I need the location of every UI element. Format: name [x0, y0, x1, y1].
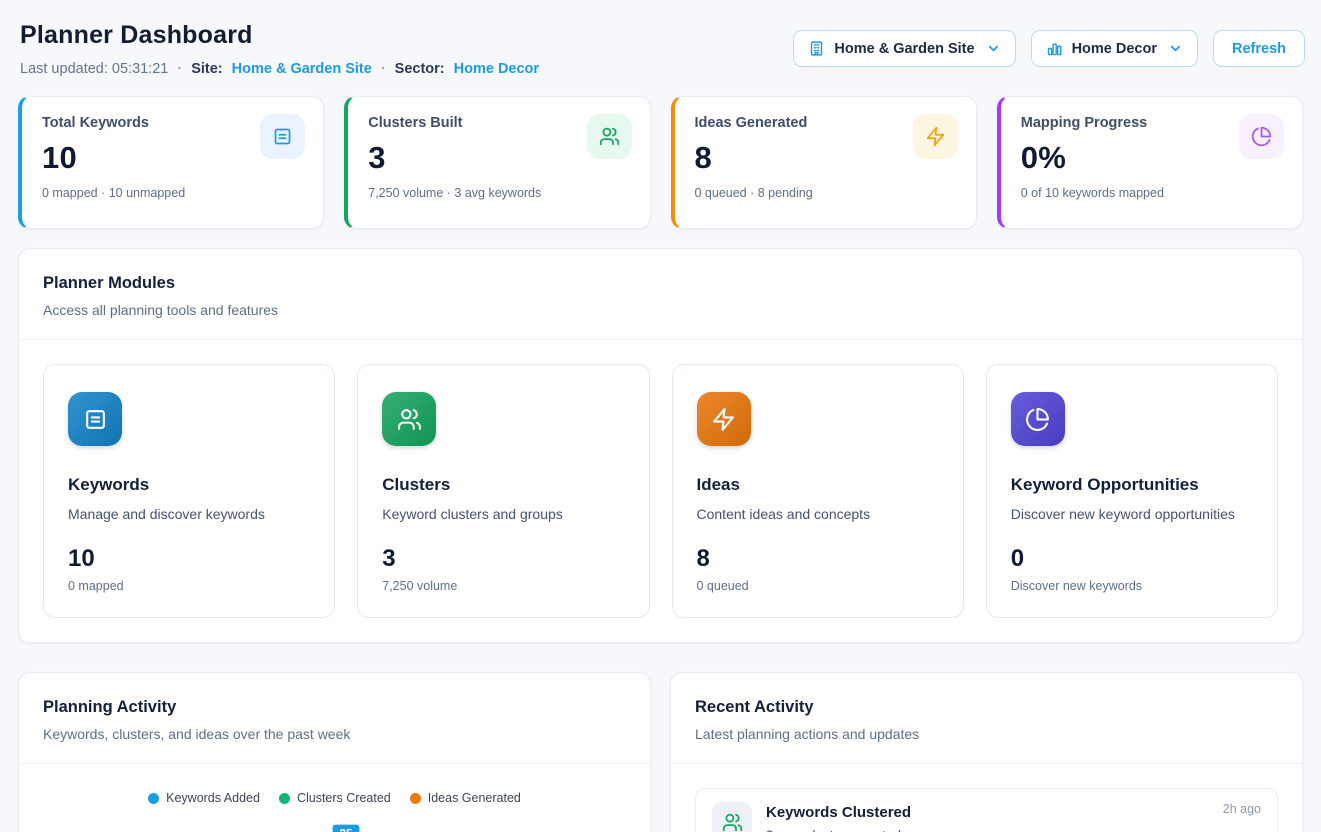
panel-subtitle: Access all planning tools and features [43, 302, 1278, 318]
bar-chart-icon [1046, 40, 1063, 57]
page-title: Planner Dashboard [20, 21, 539, 50]
modules-grid: Keywords Manage and discover keywords 10… [19, 340, 1302, 642]
data-label-badge: 25 [332, 824, 360, 832]
planner-modules-header: Planner Modules Access all planning tool… [19, 249, 1302, 339]
legend-label: Clusters Created [297, 791, 391, 805]
module-detail: 7,250 volume [382, 579, 624, 593]
module-card-keyword-opportunities[interactable]: Keyword Opportunities Discover new keywo… [986, 364, 1278, 618]
activity-item-keywords-clustered: Keywords Clustered 2h ago 3 new clusters… [695, 788, 1278, 832]
module-description: Content ideas and concepts [697, 506, 939, 522]
legend-item-keywords-added: Keywords Added [148, 791, 260, 805]
module-value: 8 [697, 545, 939, 573]
stat-card-mapping-progress: Mapping Progress 0% 0 of 10 keywords map… [997, 96, 1303, 229]
module-value: 3 [382, 545, 624, 573]
panel-title: Planning Activity [43, 698, 626, 717]
module-detail: 0 queued [697, 579, 939, 593]
module-card-keywords[interactable]: Keywords Manage and discover keywords 10… [43, 364, 335, 618]
last-updated-text: Last updated: 05:31:21 [20, 61, 168, 77]
stat-detail: 0 queued · 8 pending [695, 186, 956, 200]
users-icon [712, 802, 752, 832]
divider [19, 763, 650, 764]
document-icon [68, 392, 122, 446]
stat-card-clusters-built: Clusters Built 3 7,250 volume · 3 avg ke… [344, 96, 650, 229]
meta-separator: · [381, 61, 386, 77]
module-detail: 0 mapped [68, 579, 310, 593]
pie-chart-icon [1239, 114, 1284, 159]
site-link[interactable]: Home & Garden Site [232, 61, 372, 77]
module-description: Discover new keyword opportunities [1011, 506, 1253, 522]
module-title: Keywords [68, 475, 310, 495]
stat-detail: 0 of 10 keywords mapped [1021, 186, 1282, 200]
module-detail: Discover new keywords [1011, 579, 1253, 593]
users-icon [382, 392, 436, 446]
sector-selector-dropdown[interactable]: Home Decor [1031, 30, 1198, 67]
meta-separator: · [177, 61, 182, 77]
activity-timestamp: 2h ago [1223, 802, 1261, 816]
planning-activity-chart: 25 25 24 [19, 813, 650, 832]
stat-detail: 7,250 volume · 3 avg keywords [368, 186, 629, 200]
data-label-text: 25 [339, 827, 353, 832]
planning-activity-panel: Planning Activity Keywords, clusters, an… [18, 672, 651, 832]
stat-card-total-keywords: Total Keywords 10 0 mapped · 10 unmapped [18, 96, 324, 229]
module-title: Ideas [697, 475, 939, 495]
activity-title: Keywords Clustered [766, 804, 911, 821]
legend-dot [148, 793, 159, 804]
chevron-down-icon [986, 41, 1001, 56]
activity-item-body: Keywords Clustered 2h ago 3 new clusters… [766, 802, 1261, 832]
stat-detail: 0 mapped · 10 unmapped [42, 186, 303, 200]
panel-title: Recent Activity [695, 698, 1278, 717]
legend-item-ideas-generated: Ideas Generated [410, 791, 521, 805]
page-header: Planner Dashboard Last updated: 05:31:21… [0, 0, 1321, 77]
legend-dot [279, 793, 290, 804]
chart-legend: Keywords Added Clusters Created Ideas Ge… [19, 791, 650, 805]
recent-activity-header: Recent Activity Latest planning actions … [671, 673, 1302, 763]
header-left: Planner Dashboard Last updated: 05:31:21… [20, 21, 539, 77]
panel-subtitle: Latest planning actions and updates [695, 726, 1278, 742]
site-selector-label: Home & Garden Site [834, 41, 974, 57]
legend-item-clusters-created: Clusters Created [279, 791, 391, 805]
module-description: Keyword clusters and groups [382, 506, 624, 522]
activity-description: 3 new clusters created [766, 828, 1261, 832]
chevron-down-icon [1168, 41, 1183, 56]
bottom-row: Planning Activity Keywords, clusters, an… [18, 672, 1303, 832]
sector-label: Sector: [395, 61, 445, 77]
header-meta: Last updated: 05:31:21 · Site: Home & Ga… [20, 61, 539, 77]
divider [671, 763, 1302, 764]
stat-card-ideas-generated: Ideas Generated 8 0 queued · 8 pending [671, 96, 977, 229]
legend-label: Ideas Generated [428, 791, 521, 805]
module-card-ideas[interactable]: Ideas Content ideas and concepts 8 0 que… [672, 364, 964, 618]
panel-subtitle: Keywords, clusters, and ideas over the p… [43, 726, 626, 742]
site-selector-dropdown[interactable]: Home & Garden Site [793, 30, 1015, 67]
users-icon [587, 114, 632, 159]
recent-activity-panel: Recent Activity Latest planning actions … [670, 672, 1303, 832]
module-title: Keyword Opportunities [1011, 475, 1253, 495]
legend-label: Keywords Added [166, 791, 260, 805]
panel-title: Planner Modules [43, 274, 1278, 293]
module-value: 10 [68, 545, 310, 573]
legend-dot [410, 793, 421, 804]
module-description: Manage and discover keywords [68, 506, 310, 522]
refresh-button[interactable]: Refresh [1213, 30, 1305, 67]
zap-icon [697, 392, 751, 446]
stats-row: Total Keywords 10 0 mapped · 10 unmapped… [18, 96, 1303, 229]
zap-icon [913, 114, 958, 159]
sector-link[interactable]: Home Decor [454, 61, 539, 77]
module-card-clusters[interactable]: Clusters Keyword clusters and groups 3 7… [357, 364, 649, 618]
planner-modules-panel: Planner Modules Access all planning tool… [18, 248, 1303, 643]
document-icon [260, 114, 305, 159]
module-value: 0 [1011, 545, 1253, 573]
building-icon [808, 40, 825, 57]
site-label: Site: [191, 61, 222, 77]
planning-activity-header: Planning Activity Keywords, clusters, an… [19, 673, 650, 763]
sector-selector-label: Home Decor [1072, 41, 1157, 57]
module-title: Clusters [382, 475, 624, 495]
activity-title-row: Keywords Clustered 2h ago [766, 802, 1261, 821]
area-chart: 25 25 24 [19, 813, 652, 832]
header-controls: Home & Garden Site Home Decor Refresh [793, 21, 1305, 67]
refresh-button-label: Refresh [1232, 41, 1286, 57]
pie-chart-icon [1011, 392, 1065, 446]
